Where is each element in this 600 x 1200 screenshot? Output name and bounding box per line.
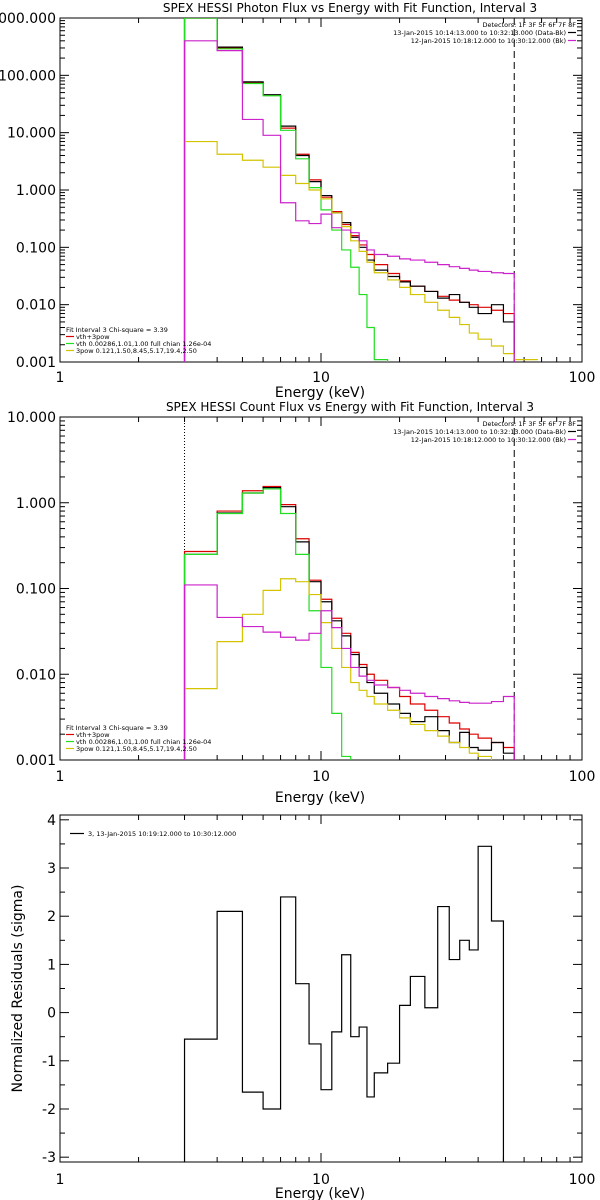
- x-tick-label: 100: [569, 769, 596, 785]
- x-axis-label: Energy (keV): [275, 1186, 365, 1200]
- y-tick-label: 1000.000: [0, 11, 56, 27]
- legend-entry: 3pow 0.121,1.50,8.45,5.17,19.4,2.50: [76, 745, 197, 753]
- series-group: [183, 485, 515, 760]
- y-tick-label: 2: [47, 909, 56, 925]
- chart-title: SPEX HESSI Photon Flux vs Energy with Fi…: [163, 1, 537, 15]
- y-tick-label: 0.010: [16, 298, 56, 314]
- legend-entry: 13-Jan-2015 10:14:13.000 to 10:32:13.000…: [393, 428, 566, 436]
- series-data-bk: [183, 18, 515, 362]
- x-axis-label: Energy (keV): [275, 790, 365, 806]
- series-vth: [183, 18, 389, 362]
- y-tick-label: 1.000: [16, 183, 56, 199]
- x-tick-label: 1: [56, 1172, 65, 1188]
- panel-2: SPEX HESSI Count Flux vs Energy with Fit…: [7, 400, 595, 806]
- legend-entry: 13-Jan-2015 10:14:13.000 to 10:32:13.000…: [393, 29, 566, 37]
- legend-entry: vth 0.00286,1.01,1.00 full chian 1.26e-0…: [76, 340, 211, 348]
- series-group: [183, 845, 505, 1162]
- y-tick-label: 0.010: [16, 667, 56, 683]
- chart-title: SPEX HESSI Count Flux vs Energy with Fit…: [166, 400, 534, 414]
- series-3pow: [183, 140, 538, 362]
- y-tick-label: 0.100: [16, 582, 56, 598]
- panel-3: 1 10 100 Energy (keV) -3 -2 -1 0 1 2 3 4 Normalized …: [10, 813, 595, 1200]
- legend-entry: 3, 13-Jan-2015 10:19:12.000 to 10:30:12.…: [88, 830, 236, 838]
- legend-fit-header: Fit Interval 3 Chi-square = 3.39: [66, 326, 168, 334]
- x-tick-label: 1: [56, 769, 65, 785]
- y-tick-label: 100.000: [0, 68, 56, 84]
- legend-detectors: Detectors: 1F 3F 5F 6F 7F 8F: [482, 420, 576, 428]
- y-tick-label: -2: [42, 1102, 56, 1118]
- y-tick-label: 0.001: [16, 753, 56, 769]
- y-tick-label: 0.100: [16, 240, 56, 256]
- y-tick-label: 1.000: [16, 496, 56, 512]
- legend-detectors: Detectors: 1F 3F 5F 6F 7F 8F: [482, 21, 576, 29]
- legend-entry: vth+3pow: [76, 731, 110, 739]
- series-group: [183, 18, 538, 362]
- series-bk: [183, 584, 515, 760]
- series-vth: [183, 488, 352, 760]
- x-tick-label: 100: [569, 370, 596, 386]
- series-vth-3pow: [183, 485, 515, 760]
- series-vth-3pow: [183, 18, 515, 362]
- legend-entry: 12-Jan-2015 10:18:12.000 to 10:30:12.000…: [411, 37, 566, 45]
- x-tick-label: 100: [569, 1172, 596, 1188]
- y-tick-label: -3: [42, 1150, 56, 1166]
- series-bk: [183, 40, 515, 362]
- legend-entry: vth+3pow: [76, 333, 110, 341]
- y-tick-label: 10.000: [7, 126, 56, 142]
- y-tick-label: 0.001: [16, 355, 56, 371]
- x-tick-label: 10: [312, 1172, 330, 1188]
- y-tick-label: 10.000: [7, 410, 56, 426]
- legend-entry: vth 0.00286,1.01,1.00 full chian 1.26e-0…: [76, 738, 211, 746]
- panel-1: SPEX HESSI Photon Flux vs Energy with Fi…: [0, 1, 595, 401]
- series-data-bk: [183, 487, 515, 760]
- x-tick-label: 10: [312, 370, 330, 386]
- y-tick-label: -1: [42, 1054, 56, 1070]
- y-tick-label: 4: [47, 813, 56, 829]
- legend-entry: 3pow 0.121,1.50,8.45,5.17,19.4,2.50: [76, 347, 197, 355]
- y-tick-label: 1: [47, 957, 56, 973]
- x-tick-label: 1: [56, 370, 65, 386]
- legend-entry: 12-Jan-2015 10:18:12.000 to 10:30:12.000…: [411, 436, 566, 444]
- legend-fit-header: Fit Interval 3 Chi-square = 3.39: [66, 724, 168, 732]
- series-residuals: [183, 845, 505, 1162]
- series-3pow: [183, 578, 493, 760]
- y-tick-label: 0: [47, 1006, 56, 1022]
- y-tick-label: 3: [47, 861, 56, 877]
- x-axis-label: Energy (keV): [275, 385, 365, 401]
- x-tick-label: 10: [312, 769, 330, 785]
- y-axis-label: Normalized Residuals (sigma): [10, 885, 26, 1093]
